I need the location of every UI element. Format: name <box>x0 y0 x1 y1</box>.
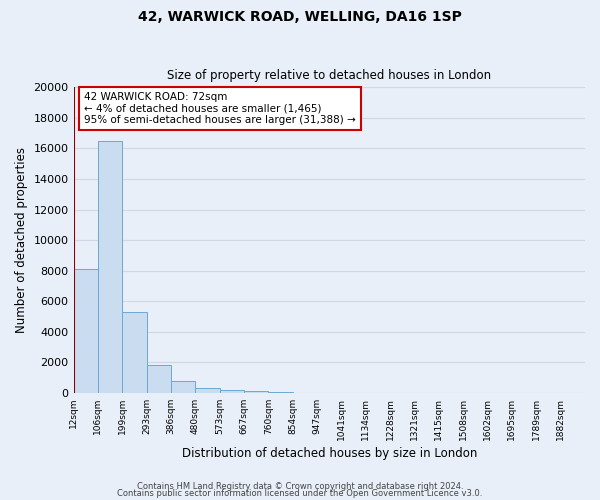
Text: Contains HM Land Registry data © Crown copyright and database right 2024.: Contains HM Land Registry data © Crown c… <box>137 482 463 491</box>
Bar <box>122 312 146 393</box>
Y-axis label: Number of detached properties: Number of detached properties <box>15 147 28 333</box>
X-axis label: Distribution of detached houses by size in London: Distribution of detached houses by size … <box>182 447 477 460</box>
Bar <box>220 390 244 393</box>
Text: Contains public sector information licensed under the Open Government Licence v3: Contains public sector information licen… <box>118 489 482 498</box>
Title: Size of property relative to detached houses in London: Size of property relative to detached ho… <box>167 69 491 82</box>
Bar <box>196 388 220 393</box>
Bar <box>171 381 196 393</box>
Bar <box>244 391 268 393</box>
Bar <box>74 269 98 393</box>
Bar <box>268 392 293 393</box>
Bar <box>98 141 122 393</box>
Text: 42, WARWICK ROAD, WELLING, DA16 1SP: 42, WARWICK ROAD, WELLING, DA16 1SP <box>138 10 462 24</box>
Text: 42 WARWICK ROAD: 72sqm
← 4% of detached houses are smaller (1,465)
95% of semi-d: 42 WARWICK ROAD: 72sqm ← 4% of detached … <box>84 92 356 125</box>
Bar <box>146 365 171 393</box>
